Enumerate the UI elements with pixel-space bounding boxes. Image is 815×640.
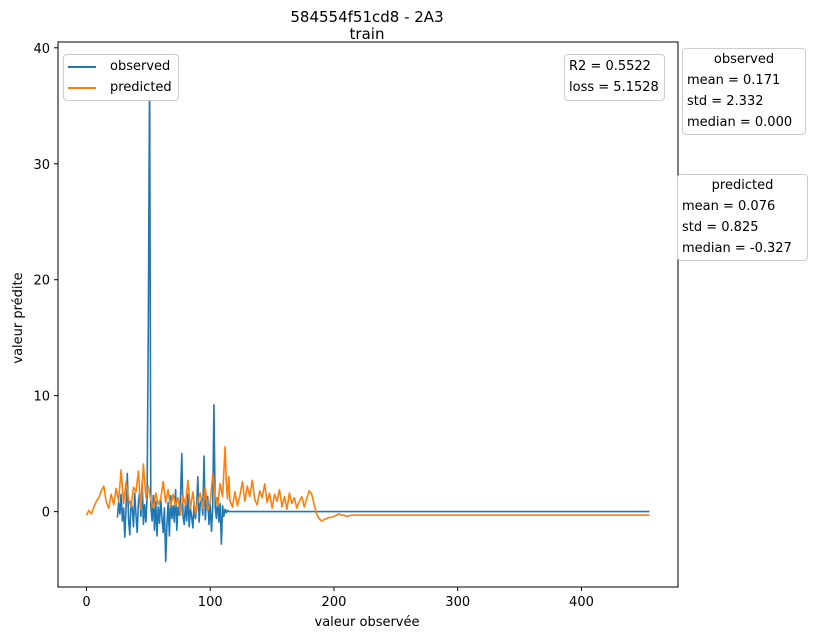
- plot-frame: [57, 41, 679, 588]
- x-tick-label: 400: [569, 595, 594, 610]
- x-tick-label: 100: [198, 595, 223, 610]
- legend-label-observed: observed: [110, 59, 171, 74]
- y-tick-label: 30: [33, 158, 50, 173]
- observed-mean: mean = 0.171: [687, 73, 781, 88]
- predicted-stats-box: predicted mean = 0.076 std = 0.825 media…: [677, 174, 808, 261]
- axis-ticks: 0 100 200 300 400 0 10 20 30 40: [33, 42, 593, 610]
- predicted-stats-title: predicted: [711, 178, 774, 193]
- x-tick-label: 300: [445, 595, 470, 610]
- metrics-box: R2 = 0.5522 loss = 5.1528: [564, 54, 665, 101]
- y-tick-label: 10: [33, 390, 50, 405]
- chart-title: 584554f51cd8 - 2A3: [290, 8, 443, 26]
- legend-item-observed: observed: [68, 56, 172, 77]
- y-axis-label: valeur prédite: [11, 272, 26, 363]
- y-tick-label: 20: [33, 274, 50, 289]
- legend-label-predicted: predicted: [110, 80, 172, 95]
- legend-item-predicted: predicted: [68, 77, 172, 98]
- predicted-median: median = -0.327: [682, 241, 792, 256]
- y-tick-label: 0: [42, 506, 50, 521]
- series-line-predicted: [85, 445, 650, 522]
- x-tick-label: 0: [82, 595, 90, 610]
- legend: observed predicted: [63, 54, 179, 101]
- y-tick-label: 40: [33, 42, 50, 57]
- observed-median: median = 0.000: [687, 115, 793, 130]
- observed-stats-title: observed: [713, 52, 775, 67]
- plot-area: [85, 70, 650, 563]
- predicted-std: std = 0.825: [682, 220, 759, 235]
- observed-std: std = 2.332: [687, 94, 764, 109]
- legend-swatch-observed: [68, 65, 96, 68]
- observed-stats-box: observed mean = 0.171 std = 2.332 median…: [682, 48, 806, 135]
- series-line-observed: [116, 70, 650, 563]
- loss-value: loss = 5.1528: [569, 80, 659, 95]
- legend-swatch-predicted: [68, 86, 96, 89]
- x-tick-label: 200: [322, 595, 347, 610]
- chart-subtitle: train: [350, 25, 385, 43]
- predicted-mean: mean = 0.076: [682, 199, 776, 214]
- r2-value: R2 = 0.5522: [569, 59, 651, 74]
- x-axis-label: valeur observée: [315, 615, 420, 630]
